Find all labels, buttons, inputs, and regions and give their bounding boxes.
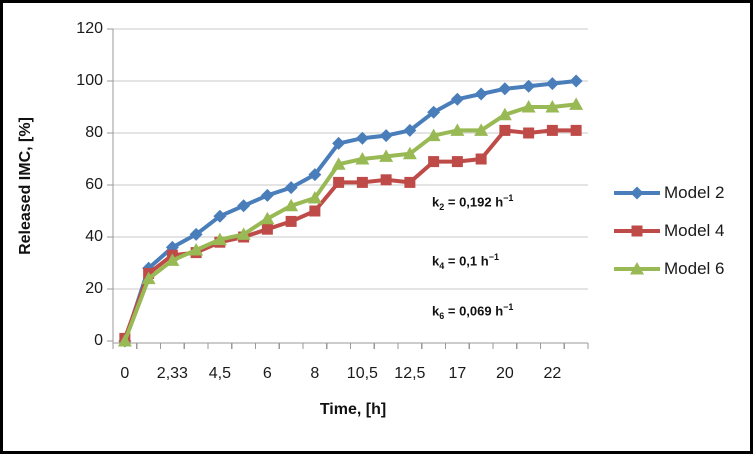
data-point-marker-model-2: [213, 209, 227, 223]
legend-label: Model 4: [664, 221, 725, 240]
legend-item-model-4: Model 4: [614, 212, 749, 250]
data-point-marker-model-4: [523, 127, 535, 139]
data-point-marker-model-6: [497, 107, 512, 121]
data-point-marker-model-6: [426, 128, 441, 142]
chart-legend: Model 2 Model 4 Model 6: [614, 174, 749, 288]
data-point-marker-model-6: [379, 149, 394, 162]
data-point-marker-model-6: [212, 232, 227, 246]
x-tick-label: 22: [543, 365, 562, 382]
data-point-marker-model-2: [332, 136, 346, 150]
x-axis-title: Time, [h]: [319, 401, 387, 418]
data-point-marker-model-4: [285, 215, 297, 227]
y-tick-label: 120: [76, 20, 103, 37]
annotation-k6: k6 = 0,069 h−1: [432, 302, 514, 321]
data-point-marker-model-6: [521, 100, 536, 113]
data-point-marker-model-4: [546, 124, 558, 136]
data-point-marker-model-6: [307, 191, 322, 204]
data-point-marker-model-2: [498, 82, 512, 96]
x-tick-label: 4,5: [208, 365, 231, 382]
data-point-marker-model-6: [189, 243, 204, 256]
data-point-marker-model-6: [141, 271, 156, 285]
data-point-marker-model-6: [569, 97, 584, 110]
x-tick-label: 8: [310, 365, 320, 382]
chart-plot-area: [107, 28, 589, 349]
data-point-marker-model-2: [379, 129, 393, 143]
y-tick-label: 0: [94, 332, 103, 349]
x-tick-label: 10,5: [346, 365, 378, 382]
x-tick-label: 6: [262, 365, 272, 382]
legend-marker: [631, 225, 643, 237]
data-point-marker-model-2: [189, 227, 203, 241]
x-tick-label: 20: [495, 365, 514, 382]
data-point-marker-model-2: [427, 105, 441, 119]
legend-marker: [630, 262, 644, 275]
data-point-marker-model-2: [237, 199, 251, 213]
x-tick-label: 12,5: [394, 365, 426, 382]
data-point-marker-model-6: [165, 253, 180, 266]
annotation-k2: k2 = 0,192 h−1: [432, 193, 514, 212]
data-point-marker-model-4: [499, 124, 511, 136]
data-point-marker-model-6: [355, 152, 370, 165]
data-point-marker-model-6: [260, 211, 275, 225]
data-point-marker-model-4: [451, 156, 463, 168]
data-point-marker-model-2: [522, 79, 536, 93]
data-point-marker-model-2: [545, 77, 559, 91]
series-model-6: [117, 97, 584, 347]
legend-item-model-6: Model 6: [614, 250, 749, 288]
legend-label: Model 2: [664, 183, 725, 202]
annotation-k4: k4 = 0,1 h−1: [432, 252, 499, 271]
data-point-marker-model-6: [545, 100, 560, 113]
legend-marker-triangle-icon: [614, 262, 660, 275]
data-point-marker-model-6: [284, 198, 299, 212]
data-point-marker-model-2: [284, 181, 298, 195]
legend-marker-diamond-icon: [614, 186, 660, 200]
legend-label: Model 6: [664, 259, 725, 278]
y-tick-label: 80: [85, 124, 103, 141]
data-point-marker-model-4: [570, 124, 582, 136]
data-point-marker-model-4: [404, 176, 416, 188]
data-point-marker-model-4: [475, 153, 487, 165]
data-point-marker-model-6: [117, 334, 132, 347]
data-point-marker-model-6: [402, 146, 417, 160]
x-tick-label: 2,33: [156, 365, 188, 382]
data-point-marker-model-6: [236, 227, 251, 240]
legend-marker: [630, 186, 644, 200]
data-point-marker-model-2: [403, 123, 417, 137]
data-point-marker-model-2: [355, 131, 369, 145]
data-point-marker-model-4: [380, 174, 392, 186]
y-tick-label: 20: [85, 280, 103, 297]
data-point-marker-model-4: [333, 176, 345, 188]
data-point-marker-model-2: [450, 92, 464, 106]
x-tick-label: 0: [120, 365, 130, 382]
legend-marker-square-icon: [614, 225, 660, 237]
data-point-marker-model-2: [474, 87, 488, 101]
x-tick-label: 17: [448, 365, 467, 382]
y-tick-label: 40: [85, 228, 103, 245]
data-point-marker-model-4: [261, 223, 273, 235]
data-point-marker-model-2: [308, 168, 322, 182]
data-point-marker-model-2: [260, 188, 274, 202]
data-point-marker-model-6: [331, 157, 346, 170]
data-point-marker-model-2: [569, 74, 583, 88]
y-tick-label: 60: [85, 176, 103, 193]
y-axis-title: Released IMC, [%]: [17, 117, 34, 255]
legend-item-model-2: Model 2: [614, 174, 749, 212]
data-point-marker-model-4: [428, 156, 440, 168]
data-point-marker-model-4: [309, 205, 321, 217]
data-point-marker-model-6: [474, 123, 489, 136]
data-point-marker-model-4: [356, 176, 368, 188]
data-point-marker-model-6: [450, 123, 465, 136]
y-tick-label: 100: [76, 72, 103, 89]
